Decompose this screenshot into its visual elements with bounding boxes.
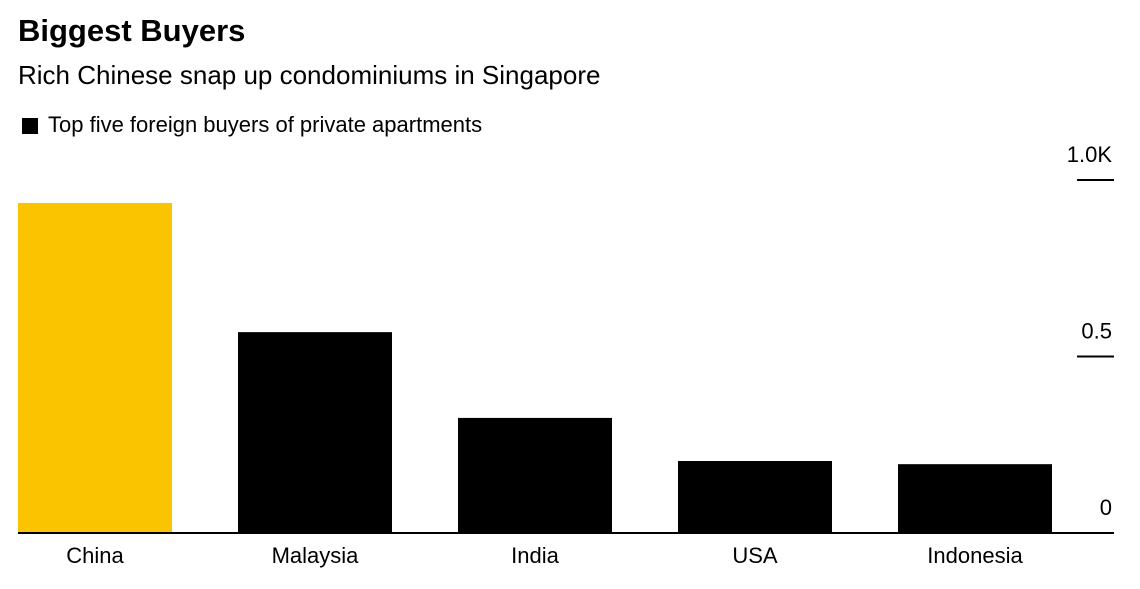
legend-label: Top five foreign buyers of private apart… [48, 112, 482, 137]
x-tick-label: Malaysia [272, 543, 360, 568]
x-tick-label: China [66, 543, 124, 568]
legend-swatch [22, 118, 38, 134]
y-tick-label: 0 [1100, 495, 1112, 520]
x-tick-label: USA [732, 543, 778, 568]
bar [898, 464, 1052, 533]
chart-title: Biggest Buyers [18, 13, 245, 48]
bar [18, 202, 172, 533]
bar [238, 332, 392, 533]
chart-subtitle: Rich Chinese snap up condominiums in Sin… [18, 60, 600, 90]
bar [458, 417, 612, 533]
bar [678, 460, 832, 533]
x-tick-label: Indonesia [927, 543, 1023, 568]
x-tick-label: India [511, 543, 559, 568]
y-tick-label: 1.0K [1067, 142, 1113, 167]
y-tick-label: 0.5 [1081, 318, 1112, 343]
